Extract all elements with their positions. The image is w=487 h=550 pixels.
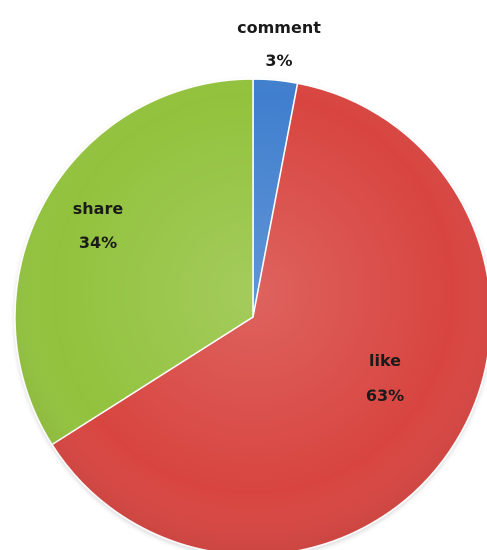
slice-percent-share: 34% (79, 233, 117, 252)
slice-label-like: like (369, 351, 401, 370)
slice-label-comment: comment (237, 18, 321, 37)
slice-label-share: share (73, 199, 124, 218)
slice-percent-like: 63% (366, 386, 404, 405)
pie-labels: comment 3% like 63% share 34% (73, 18, 404, 405)
slice-percent-comment: 3% (265, 51, 292, 70)
pie-slices (14, 78, 487, 550)
